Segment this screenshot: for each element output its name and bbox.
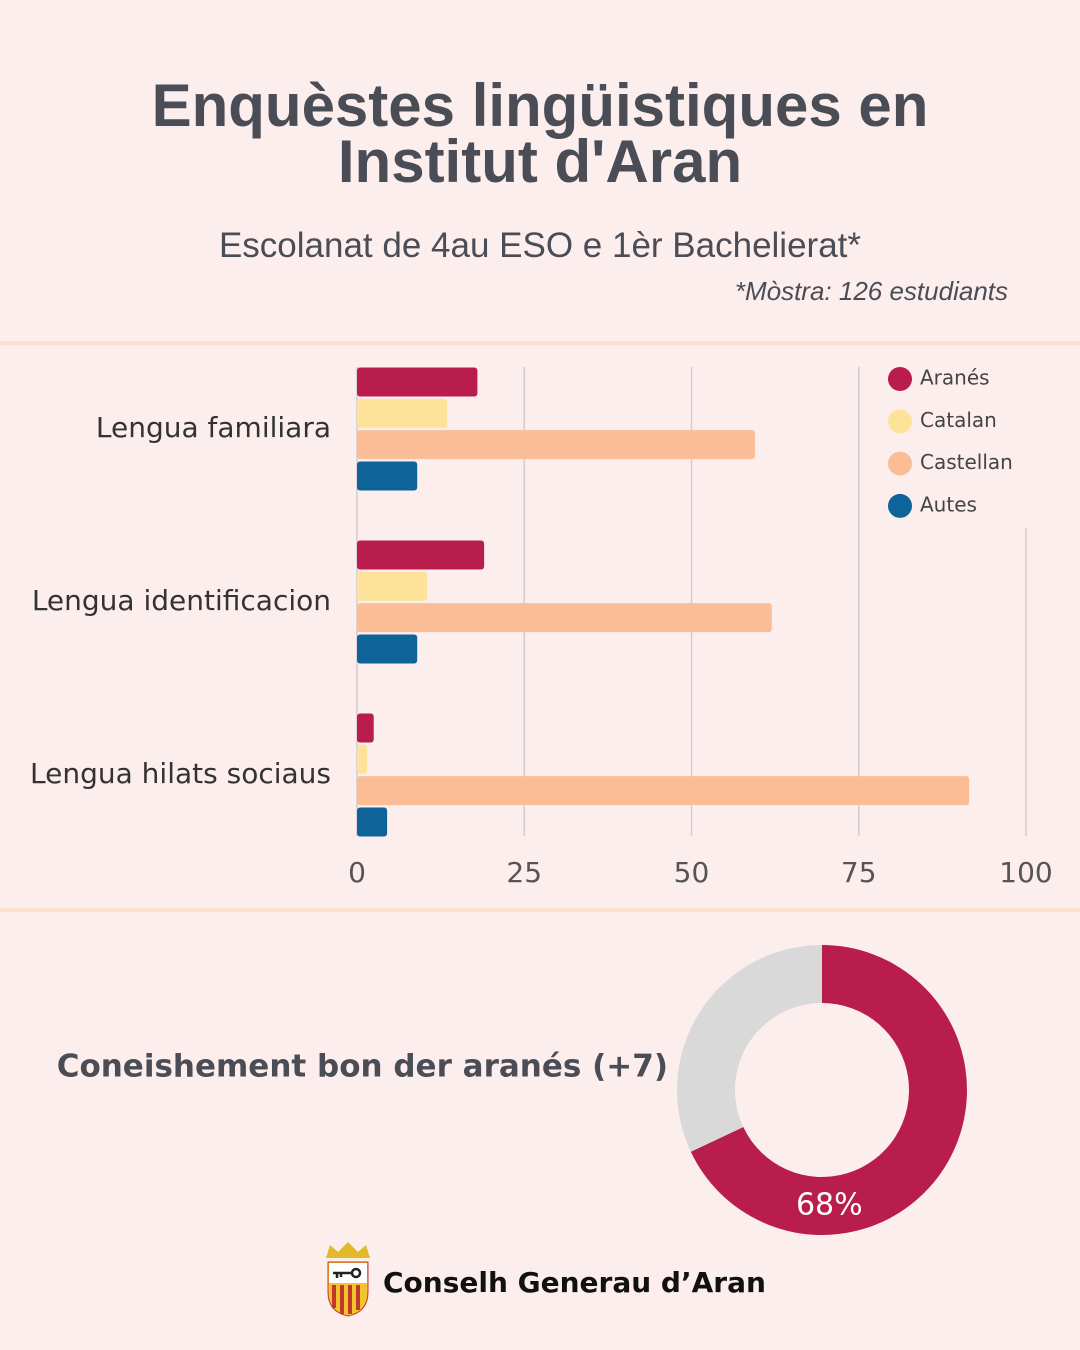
bar bbox=[357, 713, 374, 743]
x-tick-label: 25 bbox=[506, 856, 542, 889]
legend-label: Aranés bbox=[920, 366, 990, 390]
bar bbox=[357, 398, 448, 428]
x-tick-label: 100 bbox=[999, 856, 1052, 889]
category-label: Lengua hilats sociaus bbox=[30, 757, 331, 790]
bar bbox=[357, 540, 485, 570]
logo bbox=[326, 1242, 370, 1317]
footer-text: Conselh Generau d’Aran bbox=[383, 1266, 766, 1299]
subtitle: Escolanat de 4au ESO e 1èr Bachelierat* bbox=[218, 226, 862, 265]
title: Enquèstes lingüistiques en Institut d'Ar… bbox=[151, 72, 929, 195]
value-label: 68% bbox=[796, 1187, 863, 1222]
legend-swatch bbox=[888, 367, 912, 391]
bar bbox=[357, 430, 756, 460]
legend-swatch bbox=[888, 451, 912, 476]
category-label: Lengua familiara bbox=[96, 411, 331, 444]
bar bbox=[357, 367, 478, 397]
bar bbox=[357, 571, 428, 601]
donut-title: Coneishement bon der aranés (+7) bbox=[57, 1049, 668, 1085]
legend-label: Castellan bbox=[920, 450, 1013, 474]
bar bbox=[357, 634, 418, 664]
bar bbox=[357, 744, 368, 774]
note: *Mòstra: 126 estudiants bbox=[734, 276, 1008, 306]
bar bbox=[357, 603, 772, 633]
x-tick-label: 0 bbox=[348, 856, 366, 889]
donut-slice bbox=[690, 945, 967, 1235]
donut-slice bbox=[677, 945, 822, 1152]
bar bbox=[357, 461, 418, 491]
bar bbox=[357, 807, 388, 837]
x-tick-label: 50 bbox=[674, 856, 710, 889]
x-tick-label: 75 bbox=[841, 856, 877, 889]
category-label: Lengua identificacion bbox=[32, 584, 331, 617]
legend-swatch bbox=[888, 409, 912, 434]
legend-label: Catalan bbox=[920, 408, 997, 432]
legend-swatch bbox=[888, 493, 912, 518]
legend-label: Autes bbox=[920, 492, 977, 516]
bar bbox=[357, 776, 970, 806]
